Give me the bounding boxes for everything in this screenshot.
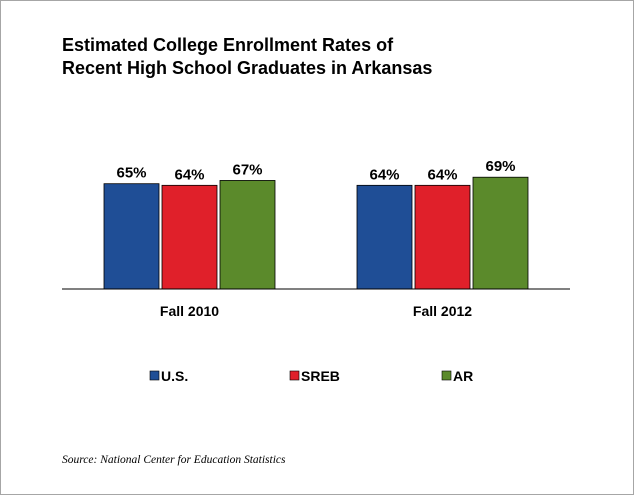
chart-title: Estimated College Enrollment Rates of Re…: [62, 34, 542, 80]
bar-u-s-fall-2012: [356, 184, 413, 290]
value-label-sreb-fall-2010: 64%: [174, 166, 204, 183]
value-label-u-s-fall-2010: 65%: [116, 165, 146, 182]
category-label-fall-2012: Fall 2012: [413, 303, 472, 319]
legend-label-ar: AR: [453, 368, 473, 384]
chart-title-line-1: Estimated College Enrollment Rates of: [62, 35, 394, 55]
bar-sreb-fall-2010: [161, 184, 218, 290]
legend-swatch-ar: [441, 370, 452, 381]
legend-swatch-sreb: [289, 370, 300, 381]
value-label-ar-fall-2010: 67%: [232, 161, 262, 178]
bar-sreb-fall-2012: [414, 184, 471, 290]
chart-title-line-2: Recent High School Graduates in Arkansas: [62, 58, 433, 78]
bar-ar-fall-2012: [472, 176, 529, 290]
source-note: Source: National Center for Education St…: [62, 454, 286, 466]
value-label-ar-fall-2012: 69%: [485, 158, 515, 175]
value-label-sreb-fall-2012: 64%: [427, 166, 457, 183]
category-label-fall-2010: Fall 2010: [160, 303, 219, 319]
value-label-u-s-fall-2012: 64%: [369, 166, 399, 183]
legend-label-sreb: SREB: [301, 368, 340, 384]
legend-swatch-u-s: [149, 370, 160, 381]
bar-u-s-fall-2010: [103, 183, 160, 290]
bar-ar-fall-2010: [219, 180, 276, 290]
legend-label-u-s: U.S.: [161, 368, 188, 384]
